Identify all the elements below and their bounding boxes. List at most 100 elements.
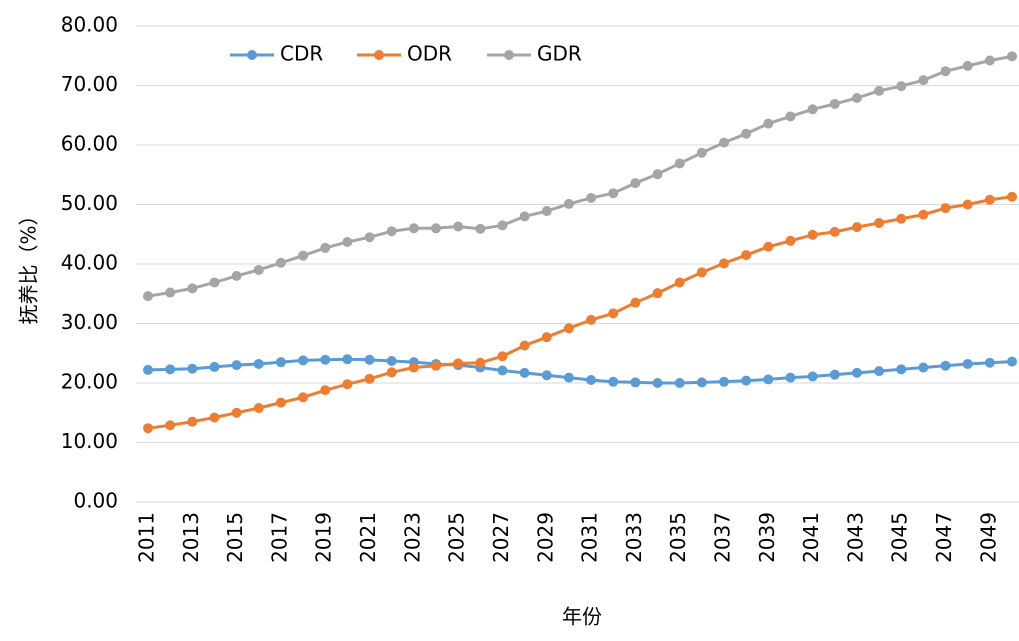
- point: [563, 323, 574, 334]
- point: [874, 217, 885, 228]
- y-tick-label: 10.00: [61, 429, 118, 453]
- point: [519, 367, 530, 378]
- point: [940, 360, 951, 371]
- point: [719, 137, 729, 148]
- point: [519, 340, 530, 351]
- point: [253, 264, 264, 275]
- legend-marker: [374, 50, 384, 60]
- point: [719, 376, 729, 387]
- point: [851, 367, 862, 378]
- y-tick-label: 30.00: [61, 310, 118, 334]
- point: [209, 277, 220, 288]
- x-tick-label: 2049: [976, 512, 1000, 563]
- point: [918, 362, 929, 373]
- point: [408, 362, 419, 373]
- x-tick-label: 2013: [179, 512, 203, 563]
- point: [874, 366, 885, 377]
- point: [497, 365, 508, 376]
- legend-label: ODR: [407, 42, 452, 66]
- point: [652, 288, 663, 299]
- x-tick-label: 2019: [312, 512, 336, 563]
- y-tick-label: 0.00: [73, 489, 118, 513]
- point: [608, 376, 619, 387]
- point: [541, 370, 552, 381]
- point: [807, 229, 818, 240]
- x-tick-label: 2043: [843, 512, 867, 563]
- point: [519, 211, 530, 222]
- y-axis-label: 抚养比（%）: [17, 205, 41, 324]
- x-tick-label: 2011: [135, 512, 159, 563]
- x-tick-label: 2033: [622, 512, 646, 563]
- point: [984, 194, 995, 205]
- point: [187, 283, 198, 294]
- x-tick-label: 2015: [223, 512, 247, 563]
- point: [652, 378, 663, 388]
- y-tick-label: 70.00: [61, 72, 118, 96]
- point: [165, 287, 176, 298]
- point: [896, 213, 907, 224]
- point: [209, 412, 220, 423]
- point: [741, 250, 752, 261]
- point: [453, 221, 464, 232]
- point: [165, 364, 176, 375]
- y-tick-label: 40.00: [61, 251, 118, 275]
- x-axis-label: 年份: [562, 605, 602, 629]
- legend-marker: [504, 50, 514, 60]
- point: [807, 371, 818, 382]
- y-tick-label: 50.00: [61, 191, 118, 215]
- point: [320, 385, 331, 396]
- point: [143, 291, 153, 302]
- point: [608, 308, 619, 319]
- point: [741, 375, 752, 386]
- point: [962, 199, 973, 210]
- point: [497, 351, 508, 362]
- x-tick-label: 2035: [666, 512, 690, 563]
- point: [696, 377, 707, 388]
- x-tick-label: 2031: [578, 512, 602, 563]
- point: [874, 85, 885, 96]
- point: [586, 375, 597, 386]
- point: [231, 407, 242, 418]
- point: [453, 358, 464, 369]
- point: [563, 372, 574, 383]
- point: [298, 250, 309, 261]
- x-tick-label: 2037: [711, 512, 735, 563]
- point: [918, 75, 929, 86]
- point: [320, 354, 331, 365]
- point: [386, 367, 397, 378]
- legend-label: GDR: [537, 42, 582, 66]
- point: [630, 178, 641, 189]
- series-line: [147, 54, 1013, 298]
- point: [940, 66, 951, 77]
- point: [829, 226, 840, 237]
- point: [342, 236, 353, 247]
- point: [674, 277, 685, 288]
- point: [275, 357, 286, 368]
- point: [696, 267, 707, 278]
- x-tick-label: 2021: [356, 512, 380, 563]
- point: [918, 209, 929, 220]
- y-tick-label: 80.00: [61, 13, 118, 37]
- point: [475, 357, 486, 368]
- point: [608, 188, 619, 199]
- point: [896, 81, 907, 92]
- point: [386, 355, 397, 366]
- point: [275, 397, 286, 408]
- point: [630, 297, 641, 308]
- point: [165, 420, 176, 431]
- point: [940, 203, 951, 214]
- series-line: [147, 357, 1013, 385]
- legend-marker: [247, 50, 257, 60]
- x-tick-label: 2041: [799, 512, 823, 563]
- point: [408, 223, 419, 234]
- point: [253, 358, 264, 369]
- point: [187, 363, 198, 374]
- point: [696, 147, 707, 158]
- point: [1007, 356, 1017, 367]
- point: [785, 235, 796, 246]
- point: [962, 60, 973, 71]
- point: [829, 369, 840, 380]
- point: [342, 379, 353, 390]
- x-tick-label: 2017: [267, 512, 291, 563]
